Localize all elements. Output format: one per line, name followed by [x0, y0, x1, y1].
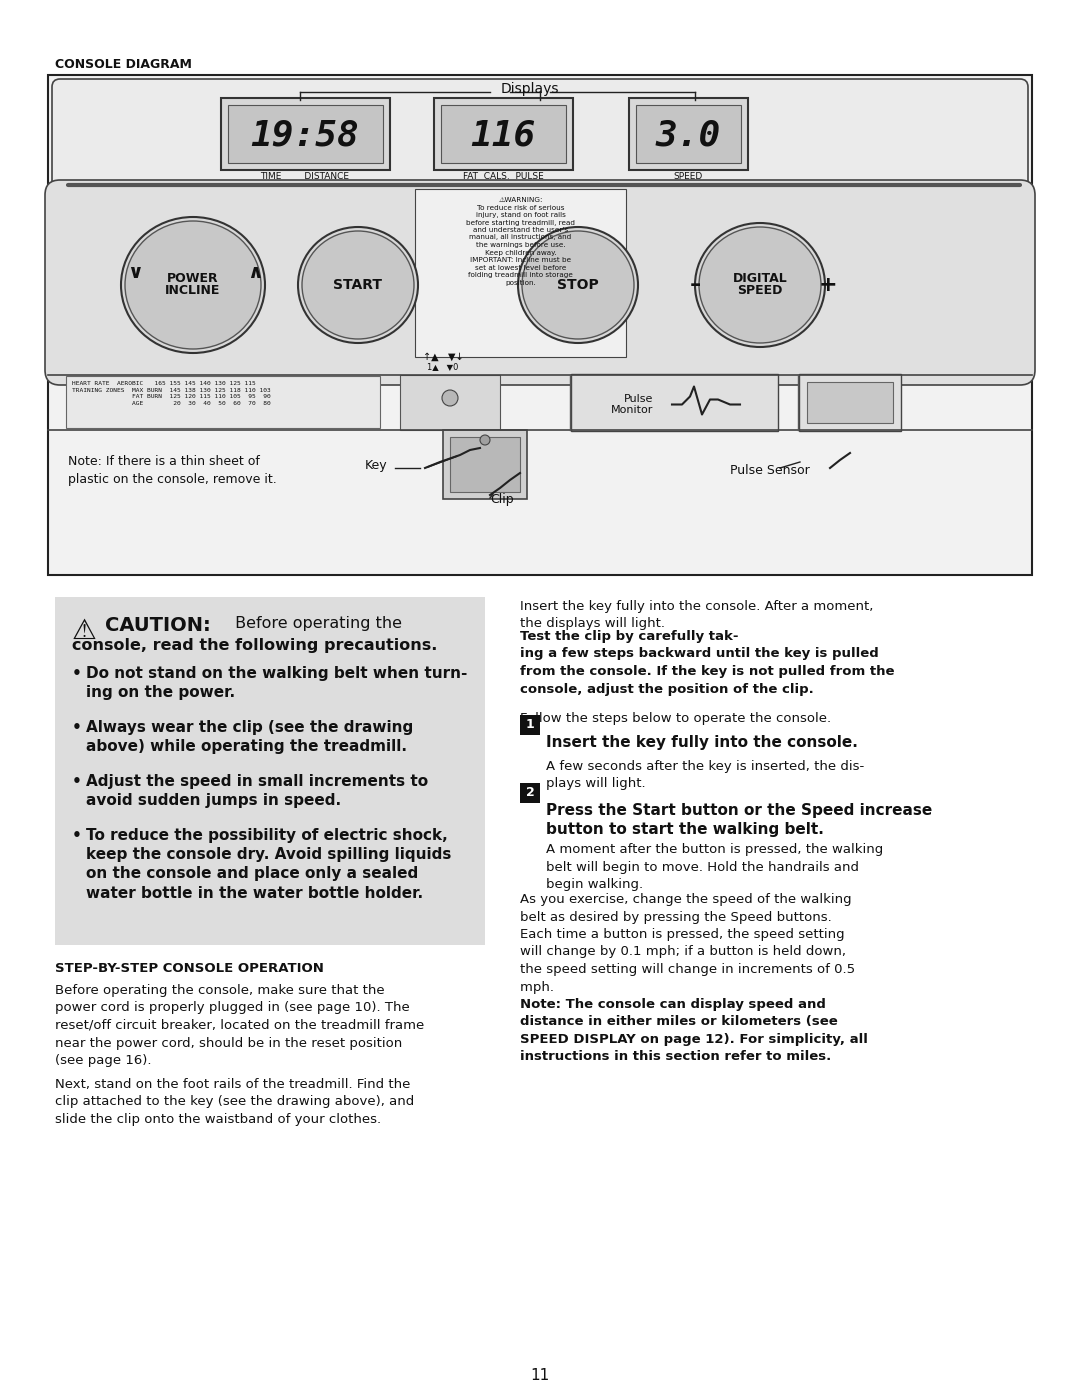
Text: SPEED: SPEED [738, 285, 783, 298]
Text: •: • [72, 666, 82, 680]
Ellipse shape [699, 226, 821, 344]
Ellipse shape [696, 224, 825, 346]
Text: START: START [334, 278, 382, 292]
Ellipse shape [518, 226, 638, 344]
FancyBboxPatch shape [52, 80, 1028, 190]
FancyBboxPatch shape [799, 374, 901, 432]
Text: 116: 116 [471, 119, 536, 154]
Text: Next, stand on the foot rails of the treadmill. Find the
clip attached to the ke: Next, stand on the foot rails of the tre… [55, 1078, 415, 1126]
Text: –: – [689, 275, 701, 295]
Text: Note: If there is a thin sheet of
plastic on the console, remove it.: Note: If there is a thin sheet of plasti… [68, 455, 276, 486]
FancyBboxPatch shape [807, 381, 893, 423]
Ellipse shape [121, 217, 265, 353]
Text: To reduce the possibility of electric shock,
keep the console dry. Avoid spillin: To reduce the possibility of electric sh… [86, 828, 451, 901]
FancyBboxPatch shape [519, 715, 540, 735]
Text: 1: 1 [526, 718, 535, 732]
Text: CAUTION:: CAUTION: [105, 616, 211, 636]
FancyBboxPatch shape [433, 98, 572, 170]
Text: A moment after the button is pressed, the walking
belt will begin to move. Hold : A moment after the button is pressed, th… [546, 842, 883, 891]
Text: TIME        DISTANCE: TIME DISTANCE [260, 172, 350, 182]
Text: Always wear the clip (see the drawing
above) while operating the treadmill.: Always wear the clip (see the drawing ab… [86, 719, 414, 754]
Text: Press the Start button or the Speed increase
button to start the walking belt.: Press the Start button or the Speed incr… [546, 803, 932, 837]
Text: ∧: ∧ [247, 263, 262, 282]
FancyBboxPatch shape [228, 105, 382, 163]
Text: FAT  CALS.  PULSE: FAT CALS. PULSE [462, 172, 543, 182]
FancyBboxPatch shape [55, 597, 485, 944]
Text: ↑▲   ▼↓: ↑▲ ▼↓ [422, 352, 463, 362]
FancyBboxPatch shape [629, 98, 747, 170]
Text: INCLINE: INCLINE [165, 285, 220, 298]
Text: Before operating the console, make sure that the
power cord is properly plugged : Before operating the console, make sure … [55, 983, 424, 1067]
FancyBboxPatch shape [415, 189, 626, 358]
FancyBboxPatch shape [400, 374, 500, 430]
Text: 19:58: 19:58 [251, 119, 360, 154]
Text: Pulse
Monitor: Pulse Monitor [611, 394, 653, 415]
Text: •: • [72, 719, 82, 735]
Text: HEART RATE  AEROBIC   165 155 145 140 130 125 115
TRAINING ZONES  MAX BURN  145 : HEART RATE AEROBIC 165 155 145 140 130 1… [72, 381, 271, 405]
Text: Test the clip by carefully tak-
ing a few steps backward until the key is pulled: Test the clip by carefully tak- ing a fe… [519, 630, 894, 696]
Ellipse shape [302, 231, 414, 339]
Text: Insert the key fully into the console. After a moment,
the displays will light.: Insert the key fully into the console. A… [519, 599, 874, 630]
Text: Before operating the: Before operating the [230, 616, 402, 631]
Text: Note: The console can display speed and
distance in either miles or kilometers (: Note: The console can display speed and … [519, 997, 868, 1063]
Text: A few seconds after the key is inserted, the dis-
plays will light.: A few seconds after the key is inserted,… [546, 760, 864, 791]
FancyBboxPatch shape [66, 376, 380, 427]
Text: 11: 11 [530, 1368, 550, 1383]
Circle shape [442, 390, 458, 407]
Circle shape [480, 434, 490, 446]
Text: Key: Key [365, 460, 388, 472]
FancyBboxPatch shape [45, 180, 1035, 386]
FancyBboxPatch shape [571, 374, 778, 432]
FancyBboxPatch shape [441, 105, 566, 163]
Text: 1▲   ▼0: 1▲ ▼0 [428, 362, 459, 372]
Text: Displays: Displays [501, 82, 559, 96]
Text: STOP: STOP [557, 278, 599, 292]
Ellipse shape [298, 226, 418, 344]
Text: CONSOLE DIAGRAM: CONSOLE DIAGRAM [55, 59, 192, 71]
Text: ⚠: ⚠ [72, 617, 97, 645]
Text: Pulse Sensor: Pulse Sensor [730, 464, 810, 476]
Text: Insert the key fully into the console.: Insert the key fully into the console. [546, 735, 858, 750]
Text: +: + [819, 275, 837, 295]
Text: STEP-BY-STEP CONSOLE OPERATION: STEP-BY-STEP CONSOLE OPERATION [55, 963, 324, 975]
Text: Do not stand on the walking belt when turn-
ing on the power.: Do not stand on the walking belt when tu… [86, 666, 468, 700]
Text: POWER: POWER [167, 272, 219, 285]
FancyBboxPatch shape [450, 437, 519, 492]
Text: ∨: ∨ [127, 263, 143, 282]
Text: As you exercise, change the speed of the walking
belt as desired by pressing the: As you exercise, change the speed of the… [519, 893, 855, 993]
Text: ⚠WARNING:
To reduce risk of serious
injury, stand on foot rails
before starting : ⚠WARNING: To reduce risk of serious inju… [465, 197, 575, 285]
Text: Follow the steps below to operate the console.: Follow the steps below to operate the co… [519, 712, 832, 725]
FancyBboxPatch shape [635, 105, 741, 163]
Text: DIGITAL: DIGITAL [732, 272, 787, 285]
Text: •: • [72, 828, 82, 842]
Text: console, read the following precautions.: console, read the following precautions. [72, 638, 437, 652]
Text: 2: 2 [526, 787, 535, 799]
FancyBboxPatch shape [443, 430, 527, 499]
Text: SPEED: SPEED [673, 172, 703, 182]
FancyBboxPatch shape [519, 782, 540, 803]
Ellipse shape [125, 221, 261, 349]
Text: Clip: Clip [490, 493, 514, 507]
Text: 3.0: 3.0 [656, 119, 720, 154]
FancyBboxPatch shape [48, 75, 1032, 576]
Text: Adjust the speed in small increments to
avoid sudden jumps in speed.: Adjust the speed in small increments to … [86, 774, 428, 809]
Text: •: • [72, 774, 82, 789]
Ellipse shape [522, 231, 634, 339]
FancyBboxPatch shape [220, 98, 390, 170]
